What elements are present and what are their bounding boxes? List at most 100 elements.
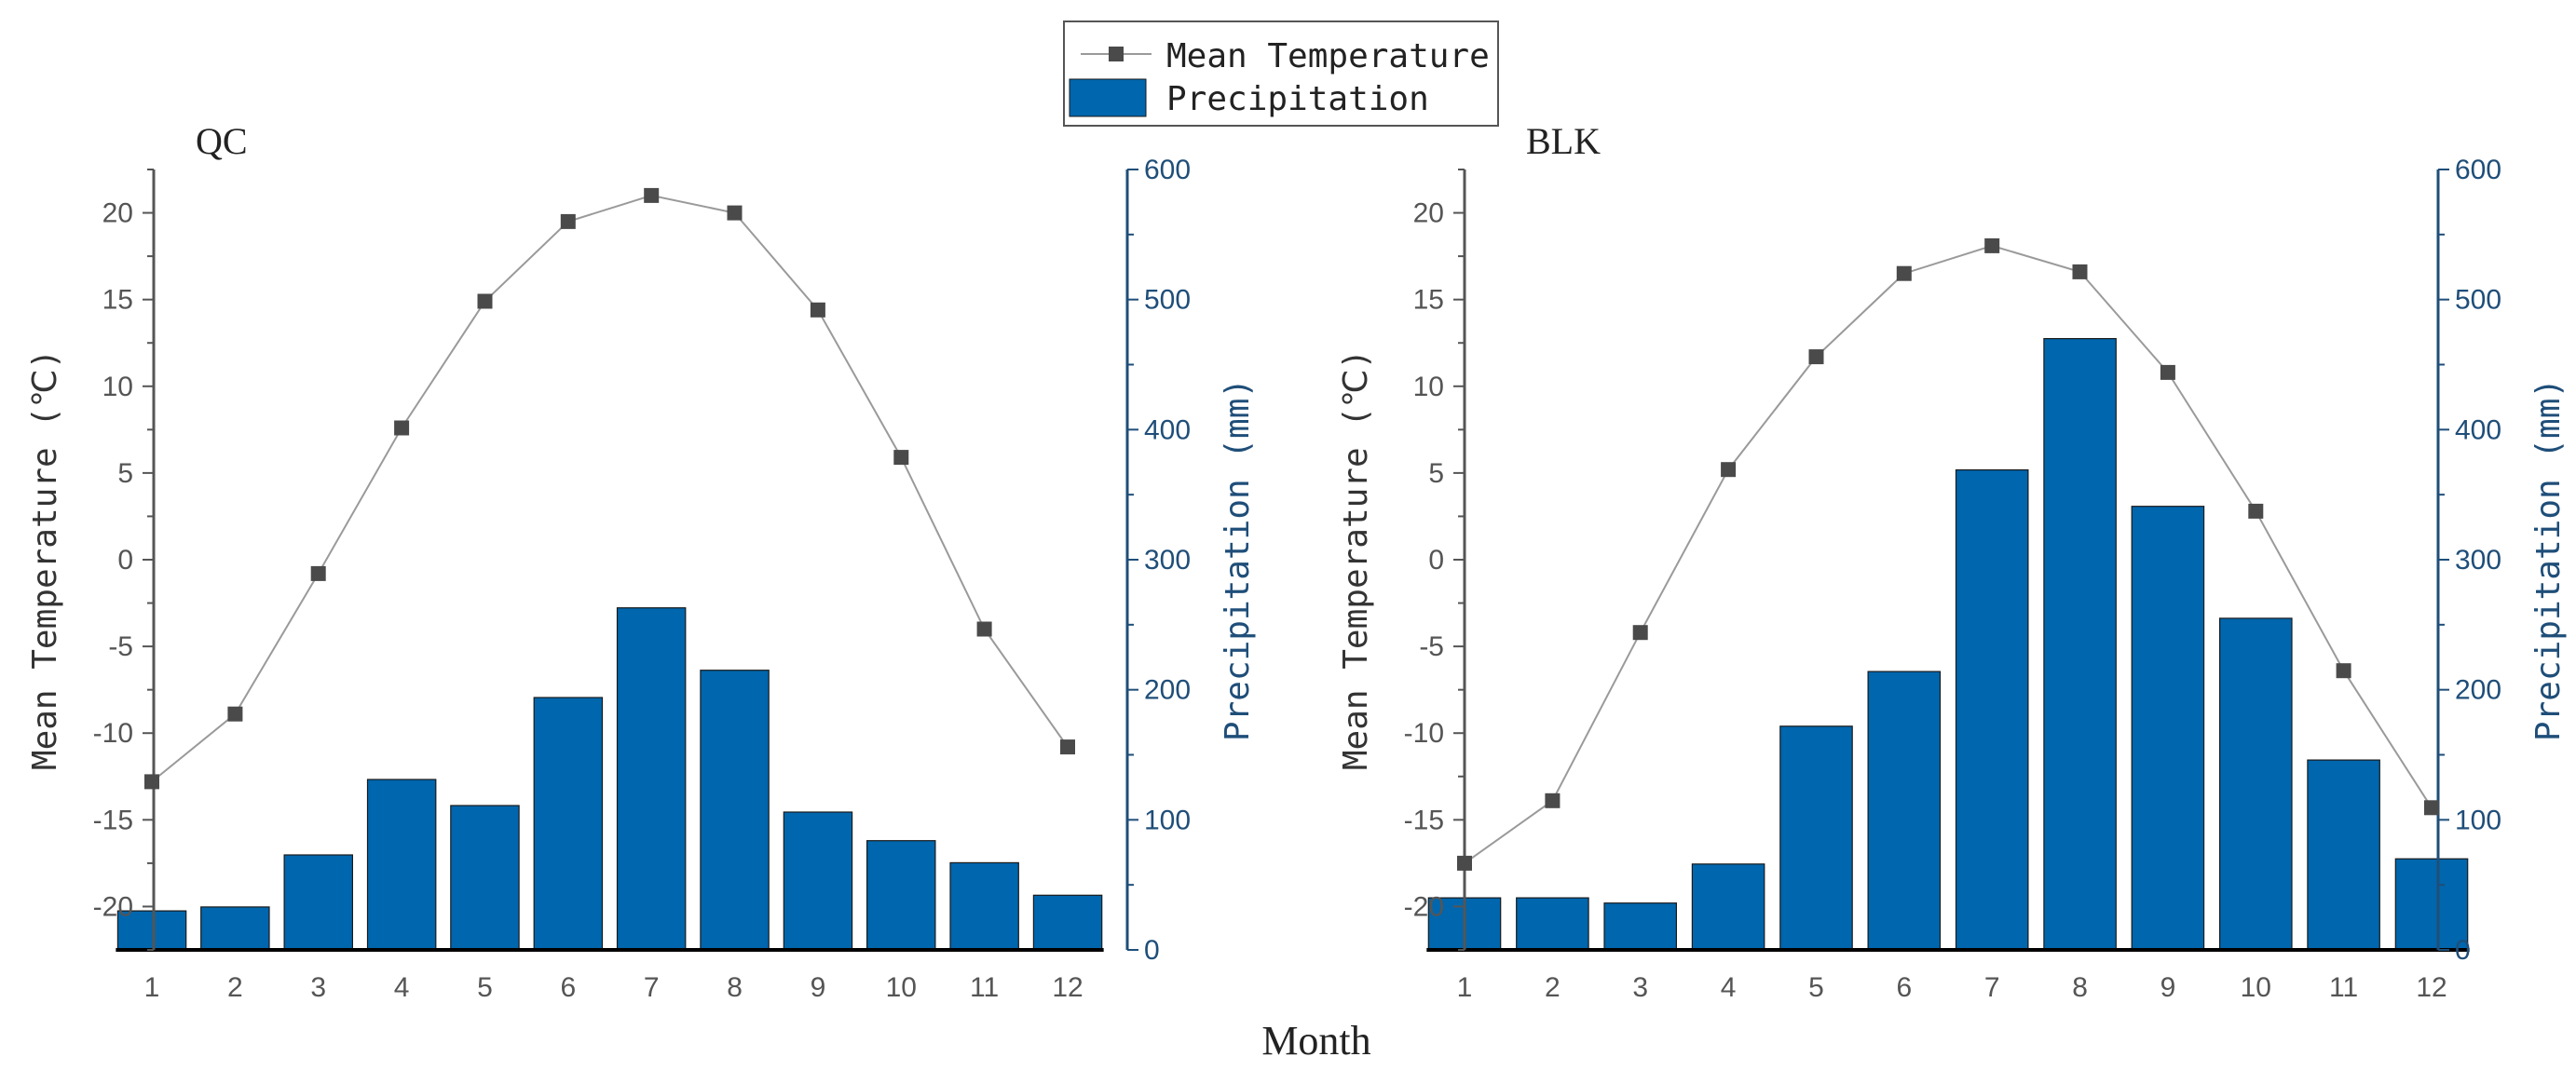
x-tick-label: 6 [560,972,576,1003]
precipitation-bar [1779,725,1853,951]
left-y-tick-label: -15 [1404,805,1444,835]
temperature-marker [1896,265,1912,281]
left-y-tick-label: 10 [1413,372,1444,402]
temperature-marker [1632,625,1648,641]
x-tick-label: 8 [2072,972,2088,1003]
right-y-tick-label: 600 [1144,155,1191,185]
left-y-tick-label: 5 [1428,458,1444,489]
x-tick-label: 8 [727,972,743,1003]
temperature-marker [2336,663,2351,679]
right-y-tick-label: 500 [2455,285,2501,316]
left-y-tick-label: -15 [93,805,133,835]
x-tick-label: 10 [886,972,917,1003]
x-tick-label: 4 [394,972,410,1003]
precipitation-bar [700,670,770,951]
temperature-marker [1457,855,1472,871]
x-tick-label: 7 [644,972,660,1003]
x-tick-label: 12 [1052,972,1083,1003]
temperature-line [1464,244,2433,864]
temperature-marker [310,565,326,581]
legend-bar-sample [1069,78,1147,117]
right-y-tick-label: 100 [2455,805,2501,835]
x-tick-label: 2 [227,972,243,1003]
left-y-tick-label: 0 [117,545,133,576]
temperature-marker [2072,264,2088,279]
panel-blk: BLK 20151050-5-10-15-2060050040030020010… [1337,120,2568,1003]
precipitation-bar [616,607,687,951]
temperature-marker [144,774,159,790]
precipitation-bar [450,805,520,951]
precipitation-bar [865,840,936,951]
legend-temperature-label: Mean Temperature [1166,37,1490,75]
precipitation-bar [200,906,270,951]
precipitation-bar [533,697,604,951]
temperature-marker [893,450,909,466]
left-y-tick-label: -10 [93,718,133,749]
precipitation-bar [1516,897,1589,951]
precipitation-bar [949,861,1019,951]
legend: Mean Temperature Precipitation [1063,20,1499,127]
panel-qc: QC 20151050-5-10-15-20600500400300200100… [26,120,1257,1003]
right-y-tick-label: 300 [1144,545,1191,576]
precipitation-bar [783,811,853,951]
left-y-tick-label: 20 [1413,198,1444,229]
precipitation-bar [1867,671,1942,951]
precipitation-bar [1955,469,2029,951]
x-tick-label: 1 [144,972,160,1003]
panel-title: QC [196,120,248,162]
right-y-tick-label: 200 [1144,675,1191,706]
precipitation-bar [1691,863,1765,951]
right-y-tick-label: 500 [1144,285,1191,316]
precipitation-bar [283,854,354,951]
x-tick-label: 11 [970,972,999,1003]
legend-marker-sample [1109,47,1124,61]
precipitation-bar [116,910,187,951]
x-tick-label: 6 [1896,972,1912,1003]
temperature-marker [2424,800,2439,816]
x-tick-label: 5 [1808,972,1824,1003]
left-y-tick-label: 15 [102,285,133,316]
x-tick-label: 11 [2329,972,2358,1003]
temperature-marker [1808,349,1824,365]
left-y-tick-label: -20 [93,891,133,922]
left-y-tick-label: -5 [108,631,133,662]
precipitation-bar [2219,617,2293,951]
right-y-tick-label: 600 [2455,155,2501,185]
right-y-tick-label: 0 [2455,935,2471,966]
precipitation-bar [2307,759,2380,951]
right-y-tick-label: 400 [1144,414,1191,445]
temperature-marker [976,621,992,637]
temperature-marker [477,293,493,309]
precipitation-bar [1032,894,1103,951]
temperature-line [151,194,1069,783]
right-y-tick-label: 0 [1144,935,1160,966]
left-y-tick-label: 10 [102,372,133,402]
right-y-tick-label: 200 [2455,675,2501,706]
right-y-tick-label: 100 [1144,805,1191,835]
temperature-marker [394,420,410,436]
precipitation-bar [2043,338,2117,951]
left-y-axis-label: Mean Temperature (℃) [1337,349,1375,770]
x-tick-label: 9 [2160,972,2176,1003]
left-y-tick-label: 5 [117,458,133,489]
precipitation-bar [2131,506,2205,951]
left-y-tick-label: 15 [1413,285,1444,316]
left-y-tick-label: 0 [1428,545,1444,576]
right-y-axis-label: Precipitation (mm) [1219,378,1257,741]
x-tick-label: 1 [1457,972,1473,1003]
temperature-marker [1545,793,1561,808]
panel-title: BLK [1526,120,1601,162]
temperature-marker [1060,739,1075,755]
left-y-tick-label: -20 [1404,891,1444,922]
temperature-marker [227,706,243,722]
left-y-axis-label: Mean Temperature (℃) [26,349,64,770]
temperature-marker [1721,462,1737,478]
x-tick-label: 3 [1632,972,1648,1003]
x-tick-label: 12 [2416,972,2447,1003]
x-tick-label: 3 [310,972,326,1003]
precipitation-bar [2394,858,2469,951]
x-axis-label: Month [1261,1018,1370,1064]
precipitation-bar [366,779,437,951]
left-y-tick-label: -5 [1419,631,1444,662]
precipitation-bar [1603,902,1678,951]
